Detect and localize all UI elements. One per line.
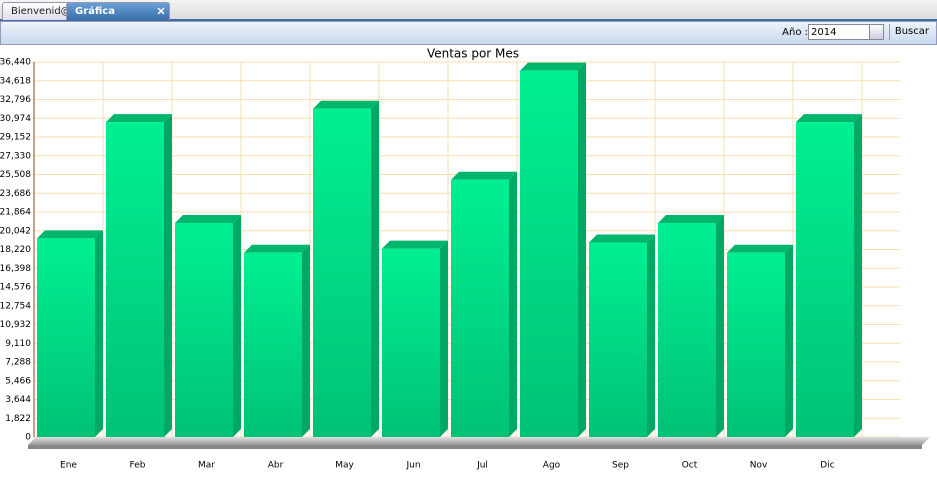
bar bbox=[37, 238, 95, 437]
y-tick-label: 12,754 bbox=[0, 301, 31, 311]
bar-top bbox=[520, 62, 586, 71]
bar-side bbox=[440, 240, 448, 437]
bar-top bbox=[451, 171, 517, 180]
bar-top bbox=[37, 230, 103, 239]
y-tick-label: 1,822 bbox=[5, 414, 31, 424]
y-tick-label: 30,974 bbox=[0, 114, 31, 124]
y-tick-label: 21,864 bbox=[0, 208, 31, 218]
bar bbox=[313, 108, 371, 437]
y-tick-label: 5,466 bbox=[5, 376, 31, 386]
tab-bar: Bienvenid@ Gráfica Cobrado bbox=[0, 0, 937, 34]
chart-title: Ventas por Mes bbox=[427, 47, 519, 61]
x-tick-label: Ago bbox=[543, 461, 561, 471]
bar-top bbox=[589, 234, 655, 243]
y-tick-label: 29,152 bbox=[0, 133, 31, 143]
x-tick-label: Nov bbox=[750, 461, 768, 471]
year-label: Año : bbox=[782, 27, 808, 38]
y-tick-label: 20,042 bbox=[0, 226, 31, 236]
tab-active[interactable]: Gráfica Cobrado bbox=[66, 2, 170, 34]
y-tick-label: 18,220 bbox=[0, 245, 31, 255]
bar-top bbox=[796, 114, 862, 123]
bar bbox=[244, 252, 302, 437]
y-tick-label: 32,796 bbox=[0, 95, 31, 105]
y-tick-label: 34,618 bbox=[0, 76, 31, 86]
x-tick-label: Abr bbox=[268, 461, 284, 471]
x-tick-label: Oct bbox=[682, 461, 698, 471]
x-tick-label: Jul bbox=[476, 461, 488, 471]
dropdown-arrow[interactable] bbox=[869, 25, 883, 39]
floor bbox=[28, 437, 930, 445]
y-tick-label: 0 bbox=[25, 433, 31, 443]
bar-side bbox=[233, 214, 241, 437]
bar-side bbox=[302, 244, 310, 437]
chart: Ventas por Mes 0 1,822 3,644 5,466 7,288 9,11… bbox=[0, 47, 930, 471]
bar-side bbox=[785, 244, 793, 437]
bar bbox=[658, 222, 716, 437]
bar-top bbox=[244, 244, 310, 253]
bar-side bbox=[854, 114, 862, 438]
bar bbox=[451, 179, 509, 437]
search-button[interactable]: Buscar bbox=[888, 24, 934, 40]
year-select[interactable]: 2014 bbox=[808, 24, 884, 40]
floor-front bbox=[28, 445, 922, 449]
x-tick-label: Dic bbox=[820, 461, 834, 471]
y-tick-label: 14,576 bbox=[0, 283, 31, 293]
bar-top bbox=[175, 214, 241, 223]
y-tick-label: 27,330 bbox=[0, 151, 31, 161]
x-tick-label: Mar bbox=[198, 461, 215, 471]
bar bbox=[727, 252, 785, 437]
bar-side bbox=[716, 214, 724, 437]
x-tick-label: Jun bbox=[405, 461, 420, 471]
toolbar: Año : 2014 Buscar bbox=[0, 21, 937, 45]
bar-side bbox=[95, 230, 103, 437]
bar-top bbox=[727, 244, 793, 253]
bar-top bbox=[106, 114, 172, 123]
bar-side bbox=[578, 62, 586, 437]
x-tick-label: Feb bbox=[130, 461, 146, 471]
y-tick-label: 10,932 bbox=[0, 320, 31, 330]
y-tick-label: 7,288 bbox=[5, 358, 31, 368]
x-tick-label: Sep bbox=[612, 461, 629, 471]
x-tick-label: May bbox=[335, 461, 354, 471]
bar bbox=[106, 122, 164, 438]
x-tick-label: Ene bbox=[60, 461, 77, 471]
bar bbox=[382, 248, 440, 437]
y-tick-label: 36,440 bbox=[0, 58, 31, 68]
bar bbox=[520, 70, 578, 437]
bar-side bbox=[509, 171, 517, 437]
close-icon[interactable] bbox=[157, 7, 165, 15]
bar bbox=[175, 222, 233, 437]
bar-top bbox=[313, 100, 379, 109]
bar bbox=[589, 242, 647, 437]
y-tick-label: 16,398 bbox=[0, 264, 31, 274]
year-value: 2014 bbox=[811, 27, 837, 38]
y-tick-label: 23,686 bbox=[0, 189, 31, 199]
bar-side bbox=[647, 234, 655, 437]
bar-top bbox=[382, 240, 448, 249]
bar-side bbox=[371, 100, 379, 437]
bar-top bbox=[658, 214, 724, 223]
y-tick-label: 9,110 bbox=[5, 339, 31, 349]
bar-side bbox=[164, 114, 172, 438]
y-tick-label: 3,644 bbox=[5, 395, 31, 405]
y-tick-label: 25,508 bbox=[0, 170, 31, 180]
bar bbox=[796, 122, 854, 438]
